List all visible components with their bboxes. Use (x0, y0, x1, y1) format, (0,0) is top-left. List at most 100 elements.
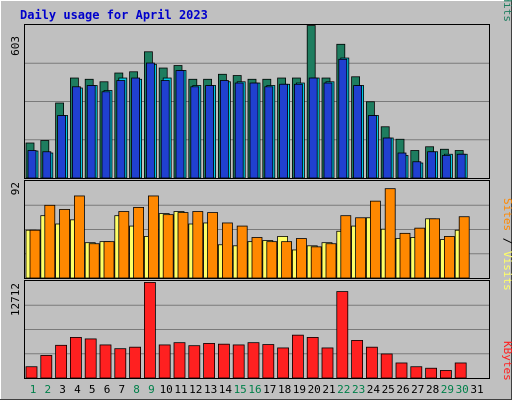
hits-bar-pages-day-17 (264, 86, 274, 179)
x-tick-label-29: 29 (441, 383, 454, 396)
x-tick-label-16: 16 (248, 383, 261, 396)
hits-bar-pages-day-9 (145, 62, 155, 179)
legend-middle-part-2: Visits (501, 251, 512, 291)
visits-bar-sites-day-6 (103, 241, 115, 279)
kbytes-bar-kbytes-day-30 (454, 362, 467, 379)
hits-bar-pages-day-10 (160, 80, 170, 179)
x-tick-label-8: 8 (133, 383, 140, 396)
kbytes-max-label: 12712 (9, 283, 22, 316)
x-tick-label-15: 15 (234, 383, 247, 396)
visits-bar-sites-day-13 (207, 212, 219, 279)
bars-layer (25, 25, 489, 379)
visits-bar-sites-day-11 (177, 212, 189, 279)
visits-bar-sites-day-10 (162, 214, 174, 279)
hits-bar-pages-day-26 (397, 152, 407, 179)
hits-bar-pages-day-24 (367, 115, 377, 179)
x-tick-label-11: 11 (174, 383, 187, 396)
hits-bar-pages-day-5 (86, 85, 96, 179)
x-tick-label-4: 4 (74, 383, 81, 396)
visits-bar-sites-day-3 (59, 209, 70, 279)
kbytes-bar-kbytes-day-23 (351, 340, 364, 379)
panel-visits-frame (24, 180, 490, 279)
x-tick-label-21: 21 (322, 383, 335, 396)
x-tick-label-19: 19 (293, 383, 306, 396)
kbytes-bar-kbytes-day-12 (188, 345, 201, 379)
visits-bar-sites-day-7 (118, 211, 130, 279)
visits-bar-sites-day-16 (251, 237, 263, 279)
hits-bar-pages-day-20 (308, 77, 318, 179)
hits-bar-pages-day-6 (101, 91, 111, 179)
hits-bar-pages-day-4 (72, 86, 81, 179)
kbytes-bar-kbytes-day-1 (25, 366, 38, 379)
x-tick-label-27: 27 (411, 383, 424, 396)
visits-bar-sites-day-5 (88, 243, 100, 279)
kbytes-bar-kbytes-day-9 (143, 282, 156, 379)
hits-bar-pages-day-30 (456, 153, 466, 179)
kbytes-bar-kbytes-day-21 (321, 347, 334, 379)
x-tick-label-5: 5 (89, 383, 96, 396)
kbytes-bar-kbytes-day-24 (365, 346, 378, 379)
visits-bar-sites-day-15 (236, 225, 248, 279)
x-tick-label-18: 18 (278, 383, 291, 396)
hits-bar-pages-day-7 (116, 80, 126, 179)
x-tick-label-6: 6 (104, 383, 111, 396)
visits-bar-sites-day-19 (295, 238, 307, 279)
x-tick-label-22: 22 (337, 383, 350, 396)
visits-bar-sites-day-24 (369, 200, 381, 279)
x-tick-label-7: 7 (118, 383, 125, 396)
hits-bar-pages-day-25 (382, 137, 392, 179)
x-axis-labels: 1 2 3 4 5 6 7 8 9 10 11 12 13 14 15 16 17 18 19 20 21 22 23 24 2… (30, 383, 484, 396)
hits-bar-pages-day-3 (57, 115, 66, 179)
x-tick-label-28: 28 (426, 383, 439, 396)
hits-bar-pages-day-21 (323, 82, 333, 179)
kbytes-bar-kbytes-day-13 (203, 343, 216, 379)
hits-bar-pages-day-8 (131, 77, 141, 179)
kbytes-bar-kbytes-day-15 (232, 344, 245, 379)
visits-bar-sites-day-26 (399, 232, 411, 279)
hits-bar-pages-day-28 (427, 151, 437, 179)
hits-bar-pages-day-19 (293, 83, 303, 179)
x-tick-label-31: 31 (470, 383, 483, 396)
hits-bar-pages-day-15 (234, 82, 244, 179)
kbytes-bar-kbytes-day-19 (291, 334, 304, 379)
kbytes-bar-kbytes-day-18 (277, 347, 290, 379)
kbytes-bar-kbytes-day-22 (336, 291, 349, 379)
visits-bar-sites-day-28 (429, 218, 441, 279)
visits-bar-sites-day-25 (384, 188, 396, 279)
hits-bar-pages-day-1 (27, 150, 37, 179)
visits-bar-sites-day-29 (443, 236, 455, 279)
x-tick-label-9: 9 (148, 383, 155, 396)
x-tick-label-2: 2 (44, 383, 51, 396)
visits-bar-sites-day-8 (133, 206, 145, 279)
hits-bar-pages-day-23 (353, 85, 363, 179)
visits-bar-sites-day-22 (340, 215, 352, 279)
visits-max-label: 92 (9, 182, 22, 195)
kbytes-bar-kbytes-day-27 (410, 366, 423, 379)
kbytes-bar-kbytes-day-28 (425, 367, 438, 379)
kbytes-bar-kbytes-day-29 (439, 370, 452, 379)
visits-bar-sites-day-23 (355, 217, 367, 279)
hits-bar-pages-day-11 (175, 70, 185, 179)
kbytes-bar-kbytes-day-5 (84, 338, 97, 379)
kbytes-bar-kbytes-day-11 (173, 342, 186, 379)
visits-bar-sites-day-2 (44, 204, 56, 279)
legend-middle-part-0: Sites (501, 198, 512, 231)
visits-bar-sites-day-21 (325, 243, 337, 279)
kbytes-bar-kbytes-day-14 (217, 343, 230, 379)
visits-bar-sites-day-1 (29, 229, 41, 279)
visits-bar-sites-day-9 (147, 195, 159, 279)
kbytes-bar-kbytes-day-6 (99, 344, 112, 379)
x-tick-label-1: 1 (30, 383, 37, 396)
visits-bar-sites-day-27 (414, 227, 426, 279)
kbytes-bar-kbytes-day-25 (380, 353, 393, 379)
kbytes-bar-kbytes-day-17 (262, 344, 275, 379)
legend-sites-visits: Sites / Visits (501, 198, 512, 291)
hits-bar-pages-day-18 (279, 83, 289, 179)
panel-kbytes-frame (24, 280, 490, 379)
kbytes-bar-kbytes-day-4 (70, 337, 82, 379)
x-tick-label-30: 30 (456, 383, 469, 396)
legend-bottom-part-0: KBytes (501, 341, 512, 381)
hits-bar-pages-day-13 (205, 85, 215, 179)
legend-top-part-4: Hits (501, 0, 512, 22)
